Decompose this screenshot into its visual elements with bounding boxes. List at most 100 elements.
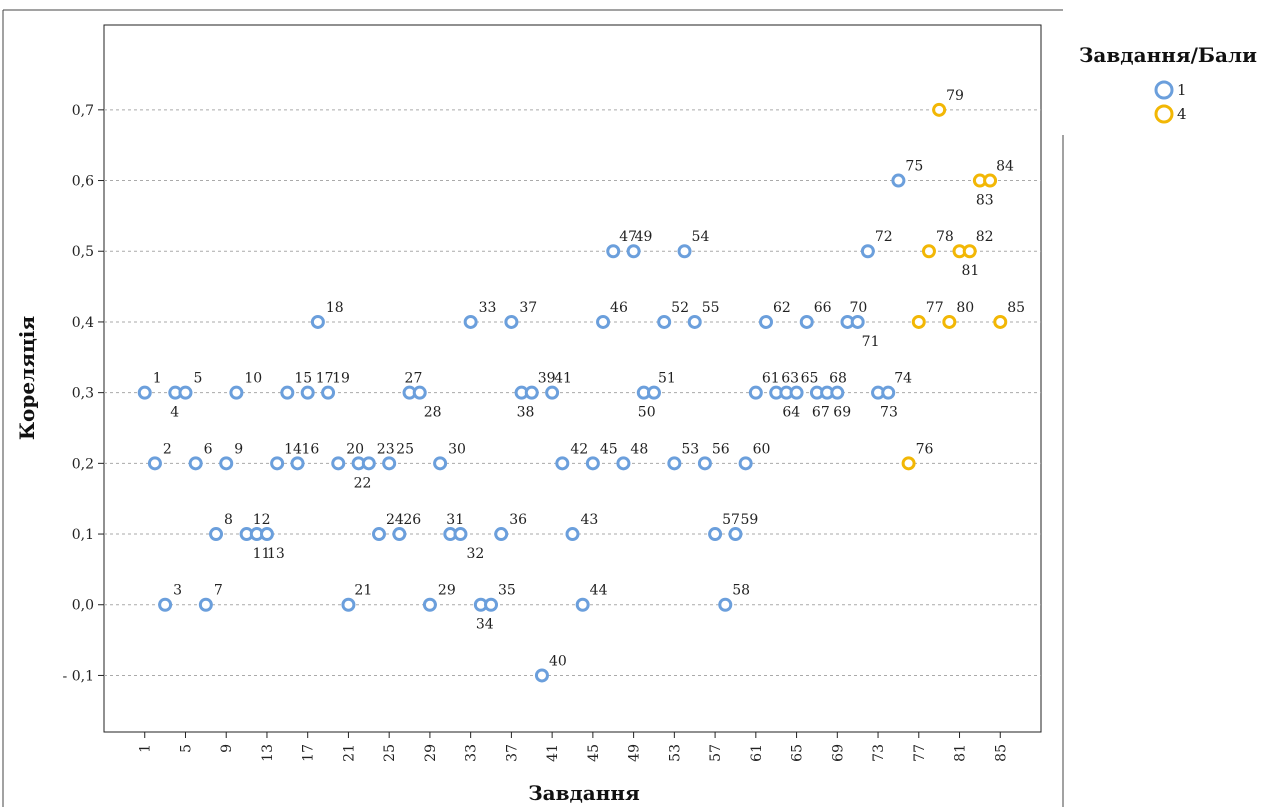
point-labels: 1234567891011121314151617181920212223242… xyxy=(153,88,1025,670)
data-point xyxy=(697,456,712,471)
data-point xyxy=(575,597,590,612)
point-label: 53 xyxy=(681,441,699,457)
data-point xyxy=(993,314,1008,329)
point-label: 20 xyxy=(346,441,364,457)
point-label: 19 xyxy=(332,371,350,387)
point-label: 54 xyxy=(692,229,710,245)
point-label: 17 xyxy=(316,371,334,387)
x-axis-title: Завдання xyxy=(528,781,640,805)
point-label: 34 xyxy=(476,617,494,633)
x-tick-label: 73 xyxy=(871,744,887,762)
x-tick-label: 81 xyxy=(953,744,969,762)
point-label: 3 xyxy=(173,583,182,599)
point-label: 6 xyxy=(204,441,213,457)
data-point xyxy=(209,527,224,542)
point-label: 50 xyxy=(638,405,656,421)
data-point xyxy=(321,385,336,400)
data-point xyxy=(392,527,407,542)
point-label: 31 xyxy=(446,512,464,528)
data-point xyxy=(962,244,977,259)
point-label: 51 xyxy=(658,371,676,387)
data-point xyxy=(657,314,672,329)
data-point xyxy=(738,456,753,471)
data-point xyxy=(310,314,325,329)
data-point xyxy=(667,456,682,471)
data-point xyxy=(626,244,641,259)
point-label: 77 xyxy=(926,300,944,316)
x-tick-label: 85 xyxy=(993,744,1009,762)
data-point xyxy=(932,102,947,117)
data-point xyxy=(422,597,437,612)
point-label: 13 xyxy=(267,546,285,562)
x-tick-label: 33 xyxy=(464,744,480,762)
data-point xyxy=(158,597,173,612)
point-label: 38 xyxy=(517,405,535,421)
data-point xyxy=(371,527,386,542)
y-axis-title: Кореляція xyxy=(15,316,39,440)
x-tick-label: 53 xyxy=(667,744,683,762)
point-label: 24 xyxy=(386,512,404,528)
data-point xyxy=(687,314,702,329)
point-label: 83 xyxy=(976,193,994,209)
data-point xyxy=(137,385,152,400)
point-label: 32 xyxy=(466,546,484,562)
point-label: 39 xyxy=(538,371,556,387)
point-label: 74 xyxy=(894,371,912,387)
point-label: 48 xyxy=(630,441,648,457)
data-point xyxy=(484,597,499,612)
point-label: 67 xyxy=(812,405,830,421)
x-tick-label: 25 xyxy=(382,744,398,762)
data-point xyxy=(229,385,244,400)
point-label: 73 xyxy=(880,405,898,421)
data-point xyxy=(545,385,560,400)
data-point xyxy=(331,456,346,471)
point-label: 68 xyxy=(829,371,847,387)
point-label: 26 xyxy=(403,512,421,528)
point-label: 1 xyxy=(153,371,162,387)
point-label: 8 xyxy=(224,512,233,528)
data-point xyxy=(606,244,621,259)
data-point xyxy=(901,456,916,471)
point-label: 84 xyxy=(996,159,1014,175)
point-label: 78 xyxy=(936,229,954,245)
x-axis-ticks: 1 5 9 13 17 21 25 29 33 37 41 45 49 53 57 61 65 69 73 77 81 8… xyxy=(138,732,1009,762)
point-label: 23 xyxy=(377,441,395,457)
point-label: 22 xyxy=(354,475,372,491)
x-tick-label: 29 xyxy=(423,744,439,762)
point-label: 41 xyxy=(554,371,572,387)
x-tick-label: 13 xyxy=(260,744,276,762)
point-label: 45 xyxy=(600,441,618,457)
point-label: 27 xyxy=(405,371,423,387)
point-label: 69 xyxy=(833,405,851,421)
x-tick-label: 21 xyxy=(341,744,357,762)
data-point xyxy=(596,314,611,329)
x-tick-label: 61 xyxy=(749,744,765,762)
data-point xyxy=(290,456,305,471)
point-label: 18 xyxy=(326,300,344,316)
point-label: 63 xyxy=(781,371,799,387)
data-point xyxy=(219,456,234,471)
data-point xyxy=(198,597,213,612)
y-tick-label: 0,2 xyxy=(72,456,94,472)
legend-label: 1 xyxy=(1177,81,1187,99)
x-tick-label: 1 xyxy=(138,744,154,753)
data-point xyxy=(911,314,926,329)
point-label: 9 xyxy=(234,441,243,457)
data-point xyxy=(718,597,733,612)
plot-area xyxy=(103,24,1042,733)
data-point xyxy=(789,385,804,400)
point-label: 80 xyxy=(956,300,974,316)
point-label: 7 xyxy=(214,583,223,599)
y-tick-label: 0,4 xyxy=(72,315,94,331)
data-point xyxy=(534,668,549,683)
y-tick-label: 0,7 xyxy=(72,103,94,119)
point-label: 79 xyxy=(946,88,964,104)
x-tick-label: 65 xyxy=(790,744,806,762)
point-label: 35 xyxy=(498,583,516,599)
data-point xyxy=(524,385,539,400)
point-label: 30 xyxy=(448,441,466,457)
point-label: 49 xyxy=(635,229,653,245)
point-label: 2 xyxy=(163,441,172,457)
point-label: 40 xyxy=(549,653,567,669)
point-label: 44 xyxy=(590,583,608,599)
